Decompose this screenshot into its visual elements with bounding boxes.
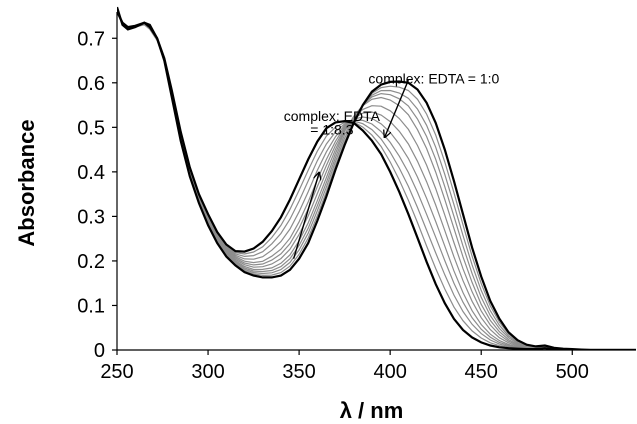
ticks: 250 300 350 400 450 500 0 0.1 0.2 0.3 0.4 0.5 0.6 0.7 [77,28,589,383]
axes [116,12,636,351]
x-tick-label: 250 [100,361,133,383]
x-tick-label: 500 [556,361,589,383]
annotation-1-0: complex: EDTA = 1:0 [368,70,499,86]
annotation-arrow [385,79,410,137]
y-tick-label: 0.5 [77,117,105,139]
annotation-arrow [292,173,319,259]
annotation-1-8-3-line1: complex: EDTA [284,108,381,124]
spectrum-ratio-1-8-3 [117,11,636,350]
spectrum-ratio-1-0 [117,6,636,350]
y-tick-label: 0.1 [77,295,105,317]
y-tick-label: 0.6 [77,73,105,95]
y-tick-label: 0 [94,340,105,362]
x-tick-label: 300 [191,361,224,383]
y-tick-label: 0.4 [77,162,105,184]
x-axis-title: λ / nm [340,398,404,423]
annotations: complex: EDTA = 1:0 complex: EDTA = 1:8.… [284,70,500,259]
annotation-1-8-3-line2: = 1:8.3 [310,122,353,138]
x-tick-label: 450 [465,361,498,383]
y-tick-label: 0.7 [77,28,105,50]
y-tick-label: 0.2 [77,251,105,273]
y-tick-label: 0.3 [77,206,105,228]
series-layer [117,6,636,350]
y-axis-title: Absorbance [14,119,39,246]
x-tick-label: 400 [373,361,406,383]
x-tick-label: 350 [282,361,315,383]
